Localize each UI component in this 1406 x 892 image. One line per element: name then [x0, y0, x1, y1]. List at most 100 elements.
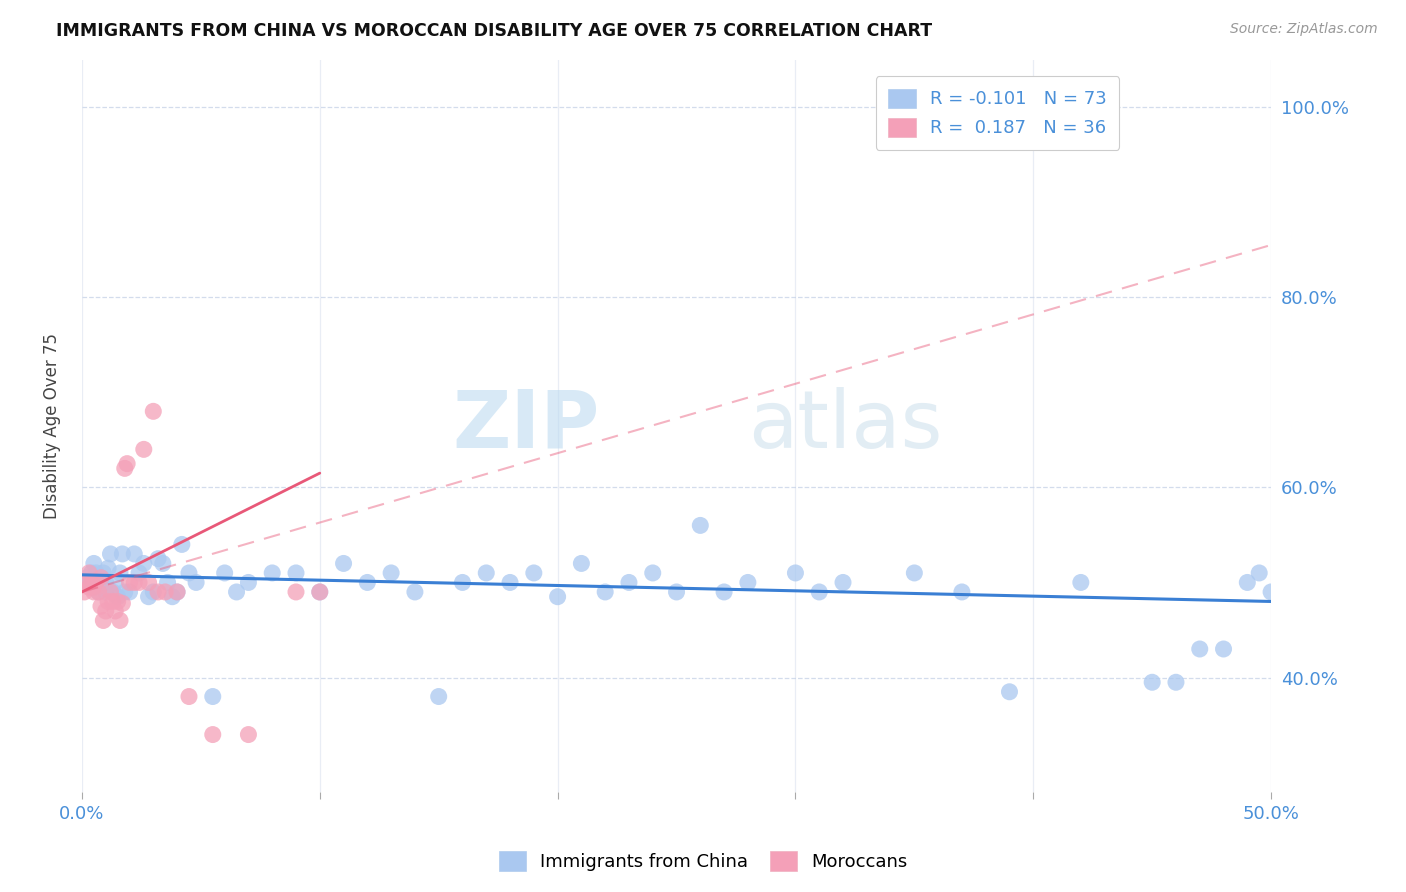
Point — [97, 561, 120, 575]
Point — [998, 685, 1021, 699]
Point — [83, 557, 105, 571]
Point — [665, 585, 688, 599]
Point — [1140, 675, 1163, 690]
Point — [238, 727, 260, 741]
Point — [308, 585, 330, 599]
Point — [93, 614, 115, 628]
Point — [104, 604, 127, 618]
Text: atlas: atlas — [748, 386, 942, 465]
Point — [107, 590, 129, 604]
Point — [184, 575, 207, 590]
Point — [156, 575, 179, 590]
Point — [1260, 585, 1282, 599]
Point — [104, 575, 127, 590]
Point — [262, 566, 284, 580]
Point — [201, 727, 224, 741]
Point — [80, 575, 103, 590]
Point — [950, 585, 973, 599]
Legend: Immigrants from China, Moroccans: Immigrants from China, Moroccans — [491, 844, 915, 879]
Point — [94, 585, 117, 599]
Point — [332, 557, 354, 571]
Point — [1188, 642, 1211, 657]
Point — [285, 585, 308, 599]
Point — [451, 575, 474, 590]
Point — [108, 566, 131, 580]
Point — [593, 585, 616, 599]
Point — [142, 585, 165, 599]
Point — [84, 575, 107, 590]
Point — [308, 585, 330, 599]
Legend: R = -0.101   N = 73, R =  0.187   N = 36: R = -0.101 N = 73, R = 0.187 N = 36 — [876, 76, 1119, 150]
Point — [547, 590, 569, 604]
Point — [225, 585, 247, 599]
Point — [115, 457, 138, 471]
Point — [101, 585, 124, 599]
Point — [214, 566, 236, 580]
Point — [87, 585, 110, 599]
Point — [94, 575, 117, 590]
Point — [427, 690, 450, 704]
Point — [1249, 566, 1271, 580]
Point — [76, 575, 98, 590]
Point — [77, 580, 100, 594]
Point — [108, 614, 131, 628]
Point — [76, 571, 98, 585]
Point — [124, 547, 146, 561]
Point — [90, 575, 112, 590]
Point — [128, 566, 150, 580]
Point — [737, 575, 759, 590]
Point — [138, 590, 160, 604]
Point — [124, 575, 146, 590]
Point — [166, 585, 188, 599]
Point — [146, 551, 169, 566]
Point — [118, 585, 141, 599]
Point — [80, 566, 103, 580]
Point — [100, 585, 122, 599]
Point — [111, 547, 134, 561]
Point — [128, 575, 150, 590]
Point — [177, 566, 200, 580]
Point — [114, 461, 136, 475]
Point — [90, 571, 112, 585]
Point — [118, 575, 141, 590]
Point — [523, 566, 546, 580]
Point — [571, 557, 593, 571]
Point — [285, 566, 308, 580]
Point — [83, 580, 105, 594]
Point — [90, 599, 112, 614]
Point — [83, 585, 105, 599]
Point — [111, 596, 134, 610]
Point — [153, 585, 176, 599]
Point — [101, 594, 124, 608]
Point — [808, 585, 831, 599]
Point — [132, 557, 155, 571]
Point — [73, 585, 96, 599]
Point — [617, 575, 640, 590]
Point — [238, 575, 260, 590]
Point — [138, 575, 160, 590]
Point — [356, 575, 378, 590]
Point — [1212, 642, 1234, 657]
Point — [132, 442, 155, 457]
Point — [97, 594, 120, 608]
Point — [832, 575, 855, 590]
Point — [77, 575, 100, 590]
Point — [90, 571, 112, 585]
Point — [93, 566, 115, 580]
Point — [499, 575, 522, 590]
Point — [1164, 675, 1187, 690]
Point — [114, 585, 136, 599]
Point — [903, 566, 925, 580]
Text: IMMIGRANTS FROM CHINA VS MOROCCAN DISABILITY AGE OVER 75 CORRELATION CHART: IMMIGRANTS FROM CHINA VS MOROCCAN DISABI… — [56, 22, 932, 40]
Point — [689, 518, 711, 533]
Point — [107, 594, 129, 608]
Point — [785, 566, 807, 580]
Point — [713, 585, 735, 599]
Point — [475, 566, 498, 580]
Point — [152, 557, 174, 571]
Point — [146, 585, 169, 599]
Point — [87, 585, 110, 599]
Point — [77, 566, 100, 580]
Point — [170, 537, 193, 551]
Point — [201, 690, 224, 704]
